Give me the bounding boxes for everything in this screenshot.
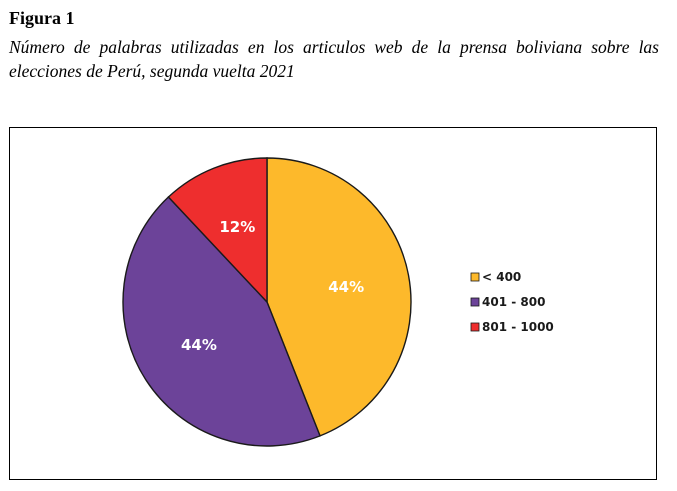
slice-value-label: 12% (219, 218, 255, 236)
legend-label-400: < 400 (482, 270, 521, 284)
pie-slice-801-1000 (167, 157, 268, 304)
pie-slice-400 (266, 157, 412, 437)
figure-label: Figura 1 (9, 8, 75, 28)
pie-slice-401-800 (122, 196, 321, 447)
slice-value-label: 44% (181, 336, 217, 354)
legend-swatch-400 (470, 272, 480, 282)
slice-value-label: 44% (328, 278, 364, 296)
legend-label-401-800: 401 - 800 (482, 295, 545, 309)
figure-caption: Número de palabras utilizadas en los art… (9, 37, 659, 81)
pie-chart-frame: 44% 44% 12% < 400 401 - 800 801 - 1000 (9, 127, 657, 480)
legend-label-801-1000: 801 - 1000 (482, 320, 554, 334)
legend-swatch-401-800 (470, 297, 480, 307)
legend-swatch-801-1000 (470, 322, 480, 332)
pie-chart: 44% 44% 12% < 400 401 - 800 801 - 1000 (122, 157, 554, 447)
